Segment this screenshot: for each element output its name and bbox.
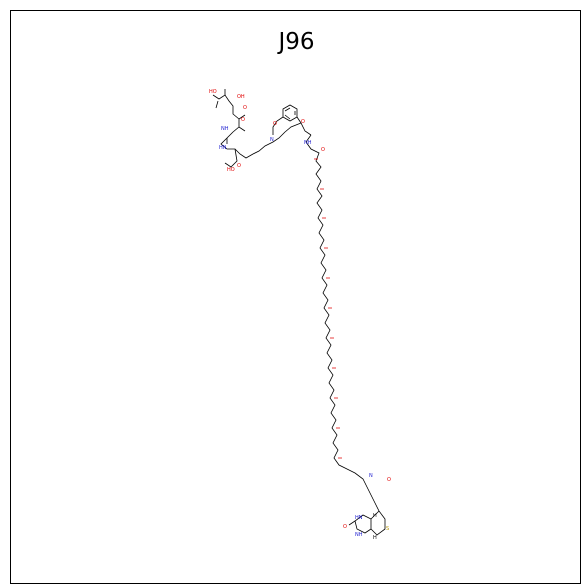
molecule-bonds xyxy=(212,89,386,536)
label-s: S xyxy=(386,526,389,532)
label-nh: NH xyxy=(221,126,229,132)
label-o-5: O xyxy=(301,119,305,125)
atom-labels: HO OH O NH O HN HO O N O O NH O N O S HN… xyxy=(209,89,391,541)
label-o-3: O xyxy=(237,163,241,169)
molecule-structure: HO OH O NH O HN HO O N O O NH O N O S HN… xyxy=(209,89,391,541)
label-o-8: O xyxy=(343,524,347,530)
label-n: N xyxy=(270,137,274,143)
label-o: O xyxy=(243,105,247,111)
label-o-6: O xyxy=(321,147,325,153)
label-o-2: O xyxy=(241,117,245,123)
label-oh-2: OH xyxy=(237,94,245,100)
label-hn: HN xyxy=(219,145,227,151)
ether-oxygens xyxy=(314,158,342,459)
label-oh: HO xyxy=(209,89,217,95)
label-ho: HO xyxy=(227,167,235,173)
label-nh-2: NH xyxy=(304,140,312,146)
label-n-2: N xyxy=(369,473,373,479)
label-hn-2: HN xyxy=(355,515,363,521)
label-nh-3: NH xyxy=(355,532,363,538)
diagram-frame: J96 HO OH O NH O HN HO xyxy=(10,10,581,584)
label-o-7: O xyxy=(387,477,391,483)
label-h: H xyxy=(373,513,377,519)
label-h-2: H xyxy=(373,535,377,541)
label-o-4: O xyxy=(273,121,277,127)
diagram-title: J96 xyxy=(278,29,315,55)
